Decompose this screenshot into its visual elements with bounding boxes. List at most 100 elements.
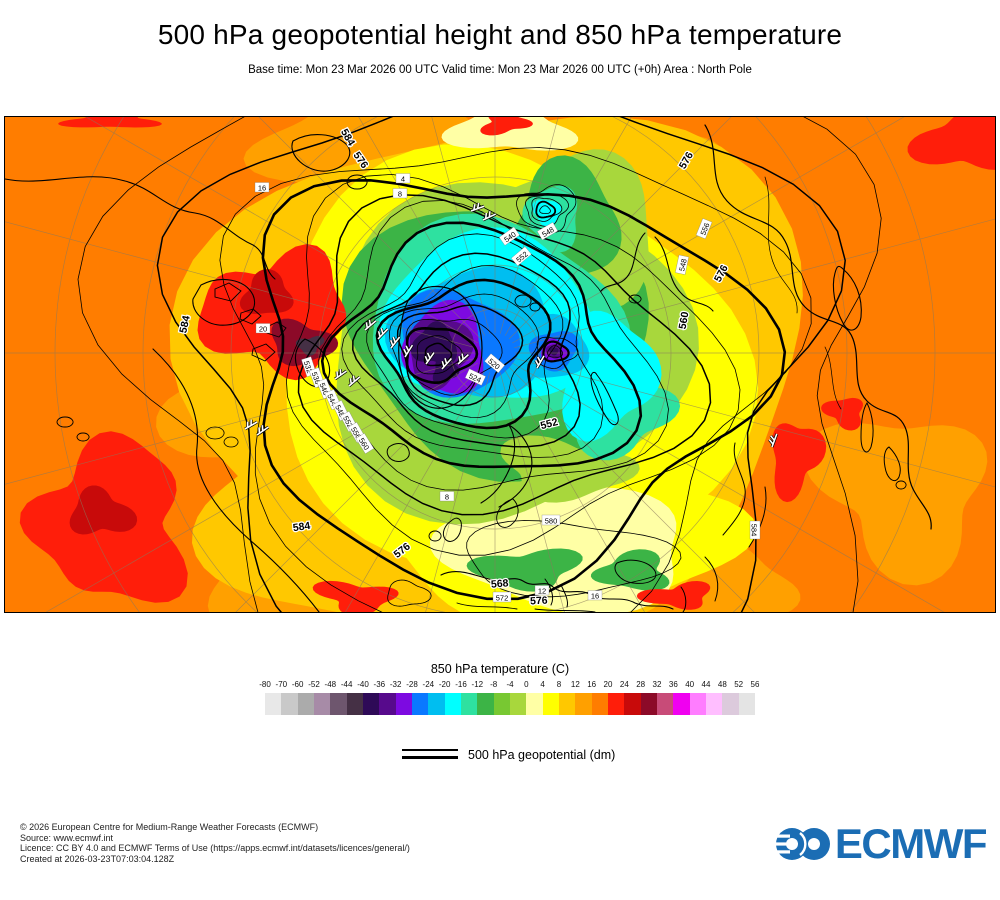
colorbar-tick-label: 24 (619, 680, 629, 689)
colorbar-tick-label: 0 (524, 680, 529, 689)
geopotential-contour-label: 584 (292, 520, 311, 534)
colorbar-tick-label: -80 (259, 680, 271, 689)
wind-barb (402, 344, 414, 358)
temperature-contour-label: 4 (395, 173, 411, 184)
colorbar-cell (460, 693, 478, 715)
colorbar-cell (558, 693, 576, 715)
geopotential-contour-label-boxed: 548 (675, 254, 689, 275)
geopotential-contour-label: 560 (677, 311, 692, 330)
colorbar-cell (411, 693, 429, 715)
colorbar-tick-label: -8 (490, 680, 498, 689)
svg-text:16: 16 (258, 184, 266, 193)
wind-barb (768, 433, 779, 448)
ecmwf-logo-icon (772, 828, 830, 860)
colorbar-cell (705, 693, 723, 715)
colorbar-cell (313, 693, 331, 715)
colorbar-cell (509, 693, 527, 715)
geopotential-thin-line-sample (402, 749, 458, 751)
geopotential-contour-label: 552 (539, 416, 559, 432)
temperature-contour-label: 8 (439, 491, 455, 502)
footer-licence: Licence: CC BY 4.0 and ECMWF Terms of Us… (20, 843, 410, 853)
colorbar-cell (575, 693, 592, 715)
colorbar-tick-label: -40 (357, 680, 369, 689)
temperature-colorbar (265, 693, 755, 715)
svg-text:12: 12 (538, 587, 546, 596)
colorbar-tick-label: -70 (275, 680, 288, 689)
page-title: 500 hPa geopotential height and 850 hPa … (157, 19, 843, 50)
colorbar-tick-label: 32 (652, 680, 662, 689)
colorbar-tick-label: -52 (308, 680, 320, 689)
colorbar-cell (330, 693, 347, 715)
svg-text:8: 8 (398, 190, 402, 199)
svg-text:572: 572 (496, 594, 509, 603)
colorbar-cell (607, 693, 625, 715)
colorbar-cell (656, 693, 674, 715)
colorbar-tick-label: 8 (556, 680, 562, 689)
wind-barb (364, 319, 377, 332)
geopotential-contour-label-boxed: 580 (541, 514, 561, 526)
colorbar-cell (673, 693, 690, 715)
colorbar-tick-label: -48 (324, 680, 337, 689)
colorbar-cell (395, 693, 412, 715)
colorbar-tick-label: 16 (587, 680, 597, 689)
geopotential-contour-label: 568 (490, 577, 509, 590)
geopotential-contour-label-boxed: 584 (750, 520, 761, 540)
colorbar-tick-label: 36 (668, 680, 678, 689)
colorbar-cell (477, 693, 494, 715)
colorbar-cell (526, 693, 543, 715)
colorbar-cell (591, 693, 608, 715)
svg-text:4: 4 (401, 175, 405, 184)
weather-map: 584 584 576 568 576 576 560 576 584 576 552 572 580 5… (4, 116, 996, 613)
colorbar-cell (297, 693, 314, 715)
svg-text:548: 548 (677, 258, 688, 272)
colorbar-tick-label: 48 (717, 680, 727, 689)
geopotential-contour-label-boxed: 556 (695, 218, 713, 240)
colorbar-tick-label: 4 (540, 680, 545, 689)
wind-barb (334, 369, 348, 381)
colorbar-tick-label: 56 (750, 680, 760, 689)
wind-barb (456, 353, 470, 366)
colorbar-cell (624, 693, 641, 715)
wind-barb (244, 419, 258, 431)
wind-barb (389, 336, 401, 349)
wind-barb (534, 355, 546, 369)
svg-text:584: 584 (750, 524, 759, 537)
geopotential-thick-line-sample (402, 756, 458, 759)
colorbar-cell (428, 693, 445, 715)
colorbar-cell (542, 693, 559, 715)
colorbar-tick-label: -16 (455, 680, 467, 689)
geopotential-contour-label-boxed: 572 (492, 591, 512, 603)
svg-text:556: 556 (698, 222, 711, 237)
colorbar-cell (640, 693, 657, 715)
colorbar-cell (493, 693, 510, 715)
geopotential-contour-label: 584 (177, 314, 192, 334)
colorbar-tick-label: -60 (291, 680, 304, 689)
wind-barb (440, 357, 453, 371)
colorbar-tick-label: -12 (471, 680, 484, 689)
temperature-contour-label: 16 (587, 590, 603, 601)
colorbar-cell (362, 693, 380, 715)
wind-barb (482, 211, 497, 222)
footer-source: Source: www.ecmwf.int (20, 832, 114, 843)
temperature-legend-title: 850 hPa temperature (C) (430, 662, 570, 676)
colorbar-cell (265, 693, 282, 715)
footer-copyright: © 2026 European Centre for Medium-Range … (20, 822, 319, 832)
colorbar-tick-label: -20 (438, 680, 451, 689)
wind-barb (423, 351, 436, 365)
svg-text:16: 16 (591, 592, 599, 601)
colorbar-cell (722, 693, 739, 715)
colorbar-tick-label: 28 (636, 680, 646, 689)
svg-text:20: 20 (259, 325, 267, 334)
colorbar-tick-label: -44 (340, 680, 353, 689)
colorbar-tick-label: -4 (506, 680, 514, 689)
colorbar-tick-label: 40 (685, 680, 695, 689)
temperature-contour-label: 12 (534, 585, 550, 596)
temperature-contour-label: 20 (255, 323, 271, 334)
colorbar-cell (738, 693, 755, 715)
colorbar-tick-label: 52 (734, 680, 744, 689)
colorbar-cell (346, 693, 363, 715)
colorbar-cell (281, 693, 298, 715)
temperature-legend-ticks: -80 -70 -60 -52 -48 -44 -40 -36 -32 -28 -24 -20 -16-… (259, 680, 759, 690)
svg-text:8: 8 (445, 493, 449, 502)
colorbar-tick-label: 12 (570, 680, 580, 689)
